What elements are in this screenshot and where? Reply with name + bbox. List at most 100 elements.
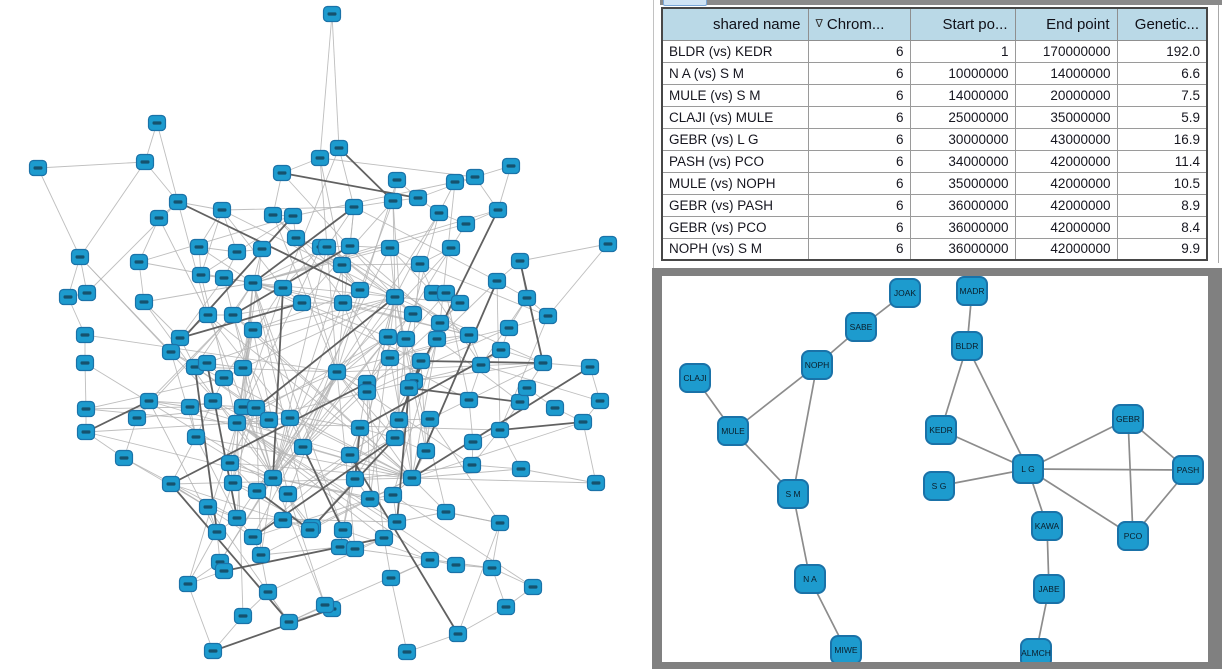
network-node-joak[interactable]: JOAK — [889, 278, 921, 308]
network-node[interactable] — [214, 562, 234, 580]
column-header-startpo[interactable]: Start po... — [909, 8, 1016, 41]
cell-value[interactable]: 36000000 — [909, 193, 1016, 217]
network-node[interactable] — [511, 460, 531, 478]
network-node[interactable] — [496, 598, 516, 616]
table-row[interactable]: NOPH (vs) S M 6 36000000 42000000 9.9 — [661, 237, 1208, 261]
network-node[interactable] — [389, 411, 409, 429]
cell-value[interactable]: 35000000 — [909, 171, 1016, 195]
column-header-genetic[interactable]: Genetic... — [1116, 8, 1208, 41]
network-node[interactable] — [385, 288, 405, 306]
network-node[interactable] — [590, 392, 610, 410]
network-node-claji[interactable]: CLAJI — [679, 363, 711, 393]
network-node-pash[interactable]: PASH — [1172, 455, 1204, 485]
network-node[interactable] — [243, 321, 263, 339]
network-node[interactable] — [456, 215, 476, 233]
network-node[interactable] — [292, 294, 312, 312]
network-node[interactable] — [416, 442, 436, 460]
network-node[interactable] — [227, 414, 247, 432]
network-node[interactable] — [191, 266, 211, 284]
network-node[interactable] — [499, 319, 519, 337]
table-row[interactable]: GEBR (vs) PASH 6 36000000 42000000 8.9 — [661, 193, 1208, 217]
network-node-sm[interactable]: S M — [777, 479, 809, 509]
network-node[interactable] — [408, 189, 428, 207]
network-node[interactable] — [227, 509, 247, 527]
network-node[interactable] — [399, 379, 419, 397]
network-node[interactable] — [545, 399, 565, 417]
network-node-kawa[interactable]: KAWA — [1031, 511, 1063, 541]
cell-value[interactable]: 6 — [807, 61, 911, 85]
cell-shared-name[interactable]: GEBR (vs) PCO — [661, 215, 809, 239]
network-node[interactable] — [462, 456, 482, 474]
network-node[interactable] — [315, 596, 335, 614]
network-node[interactable] — [411, 352, 431, 370]
table-scrollbar-groove[interactable] — [1218, 5, 1219, 263]
network-node-madr[interactable]: MADR — [956, 276, 988, 306]
network-node[interactable] — [459, 391, 479, 409]
network-node[interactable] — [517, 379, 537, 397]
network-node[interactable] — [350, 419, 370, 437]
network-node-lg[interactable]: L G — [1012, 454, 1044, 484]
filtered-network-viewport[interactable]: JOAK MADR SABE NOPH CLAJI BLDR MULE KEDR GEBR S M… — [662, 276, 1208, 662]
network-node[interactable] — [459, 326, 479, 344]
network-node[interactable] — [170, 329, 190, 347]
cell-value[interactable]: 35000000 — [1014, 105, 1118, 129]
network-node[interactable] — [300, 521, 320, 539]
network-node[interactable] — [28, 159, 48, 177]
cell-value[interactable]: 14000000 — [1014, 61, 1118, 85]
network-node[interactable] — [501, 157, 521, 175]
network-node[interactable] — [180, 398, 200, 416]
column-header-sharedname[interactable]: shared name — [661, 8, 809, 41]
cell-shared-name[interactable]: MULE (vs) NOPH — [661, 171, 809, 195]
network-node[interactable] — [420, 551, 440, 569]
network-node[interactable] — [538, 307, 558, 325]
cell-value[interactable]: 10000000 — [909, 61, 1016, 85]
network-node[interactable] — [381, 569, 401, 587]
cell-value[interactable]: 8.4 — [1116, 215, 1208, 239]
cell-shared-name[interactable]: BLDR (vs) KEDR — [661, 39, 809, 63]
network-node[interactable] — [76, 400, 96, 418]
network-node[interactable] — [293, 438, 313, 456]
network-node[interactable] — [76, 423, 96, 441]
cell-value[interactable]: 20000000 — [1014, 83, 1118, 107]
network-node[interactable] — [383, 192, 403, 210]
network-node[interactable] — [322, 5, 342, 23]
network-node-pco[interactable]: PCO — [1117, 521, 1149, 551]
table-row[interactable]: N A (vs) S M 6 10000000 14000000 6.6 — [661, 61, 1208, 85]
network-node[interactable] — [233, 607, 253, 625]
network-node[interactable] — [430, 314, 450, 332]
cell-value[interactable]: 43000000 — [1014, 127, 1118, 151]
network-node[interactable] — [243, 528, 263, 546]
network-node[interactable] — [75, 354, 95, 372]
cell-value[interactable]: 6 — [807, 215, 911, 239]
network-node[interactable] — [197, 354, 217, 372]
network-node[interactable] — [533, 354, 553, 372]
network-node[interactable] — [203, 392, 223, 410]
network-node[interactable] — [429, 204, 449, 222]
network-node[interactable] — [252, 240, 272, 258]
network-node[interactable] — [396, 330, 416, 348]
network-node[interactable] — [251, 546, 271, 564]
network-node[interactable] — [207, 523, 227, 541]
network-node[interactable] — [212, 201, 232, 219]
network-node[interactable] — [283, 207, 303, 225]
network-node[interactable] — [488, 201, 508, 219]
network-node[interactable] — [378, 328, 398, 346]
cell-value[interactable]: 42000000 — [1014, 149, 1118, 173]
filtered-network-canvas[interactable]: JOAK MADR SABE NOPH CLAJI BLDR MULE KEDR GEBR S M… — [662, 276, 1208, 662]
network-node-sabe[interactable]: SABE — [845, 312, 877, 342]
column-header-chrom[interactable]: ∇ Chrom... — [807, 8, 911, 41]
network-node[interactable] — [523, 578, 543, 596]
network-node[interactable] — [127, 409, 147, 427]
network-node[interactable] — [135, 153, 155, 171]
network-node[interactable] — [360, 490, 380, 508]
cell-value[interactable]: 1 — [909, 39, 1016, 63]
cell-value[interactable]: 8.9 — [1116, 193, 1208, 217]
cell-value[interactable]: 34000000 — [909, 149, 1016, 173]
network-node[interactable] — [286, 229, 306, 247]
cell-value[interactable]: 6 — [807, 193, 911, 217]
network-node[interactable] — [58, 288, 78, 306]
network-node[interactable] — [223, 474, 243, 492]
network-node[interactable] — [139, 392, 159, 410]
cell-shared-name[interactable]: PASH (vs) PCO — [661, 149, 809, 173]
cell-value[interactable]: 9.9 — [1116, 237, 1208, 261]
